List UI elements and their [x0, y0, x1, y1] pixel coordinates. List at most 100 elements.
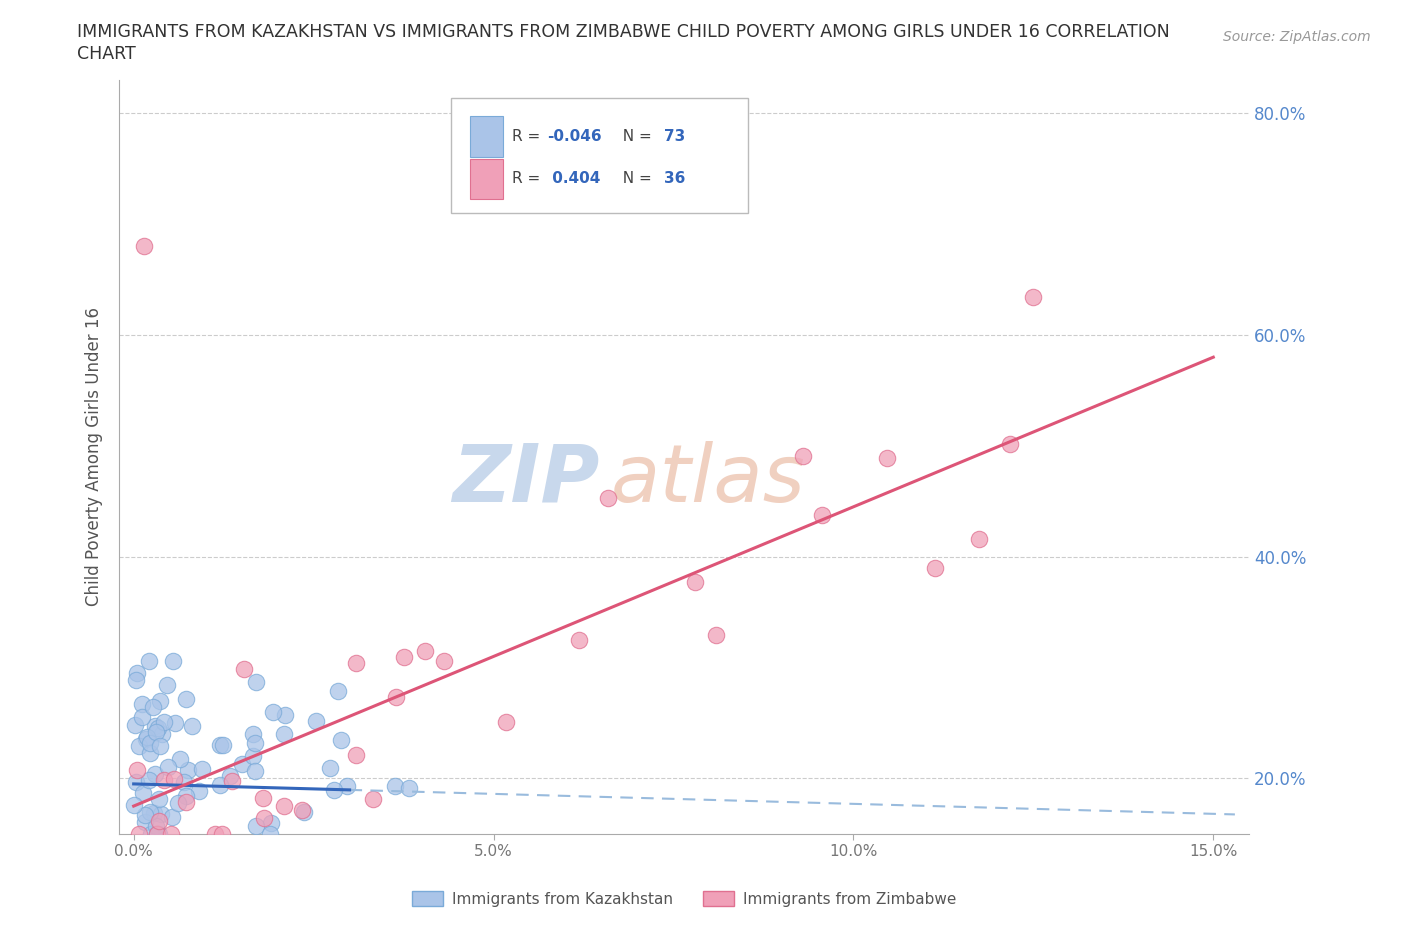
Text: Source: ZipAtlas.com: Source: ZipAtlas.com: [1223, 30, 1371, 44]
Point: [148, 814, 170, 829]
Text: N =: N =: [613, 129, 657, 144]
Point: [134, 239, 156, 254]
Point: [242, 749, 264, 764]
Point: [136, 730, 159, 745]
Point: [149, 694, 172, 709]
Point: [273, 727, 295, 742]
Text: R =: R =: [512, 171, 546, 186]
Point: [243, 736, 266, 751]
Point: [998, 437, 1021, 452]
Point: [361, 791, 384, 806]
Point: [125, 672, 148, 687]
Point: [132, 786, 155, 801]
Point: [260, 816, 283, 830]
Point: [176, 692, 198, 707]
Point: [683, 574, 706, 589]
Point: [141, 699, 163, 714]
Point: [139, 827, 162, 842]
Point: [336, 778, 359, 793]
Point: [323, 782, 346, 797]
Point: [138, 772, 160, 787]
Point: [204, 827, 226, 842]
Point: [245, 764, 267, 778]
Point: [128, 827, 150, 842]
Point: [159, 827, 181, 842]
Point: [188, 783, 211, 798]
Point: [231, 756, 253, 771]
Point: [143, 719, 166, 734]
Point: [242, 726, 264, 741]
Point: [245, 674, 267, 689]
Point: [219, 769, 242, 784]
Point: [208, 777, 231, 792]
Point: [495, 715, 517, 730]
Point: [273, 708, 295, 723]
Point: [146, 721, 169, 736]
Point: [177, 763, 200, 777]
Point: [143, 805, 166, 820]
Point: [162, 654, 184, 669]
Point: [209, 737, 232, 752]
Point: [326, 684, 349, 698]
Point: [150, 726, 173, 741]
Point: [131, 697, 153, 711]
Point: [292, 804, 315, 819]
Point: [924, 561, 946, 576]
Point: [156, 760, 179, 775]
Text: 73: 73: [664, 129, 685, 144]
Point: [876, 451, 898, 466]
Point: [568, 632, 591, 647]
Point: [211, 738, 233, 753]
Point: [811, 508, 834, 523]
Point: [131, 710, 153, 724]
Point: [259, 827, 281, 842]
Point: [163, 715, 186, 730]
Point: [596, 491, 619, 506]
Point: [329, 733, 352, 748]
Point: [125, 666, 148, 681]
Point: [138, 654, 160, 669]
Point: [146, 827, 169, 842]
Point: [433, 654, 456, 669]
Point: [252, 790, 274, 805]
Text: -0.046: -0.046: [547, 129, 602, 144]
Point: [125, 775, 148, 790]
Point: [305, 713, 328, 728]
Point: [344, 656, 367, 671]
Point: [384, 778, 406, 793]
Point: [291, 803, 314, 817]
Point: [125, 763, 148, 777]
Point: [135, 731, 157, 746]
Point: [169, 751, 191, 766]
Point: [148, 792, 170, 807]
Text: N =: N =: [613, 171, 657, 186]
Point: [252, 810, 274, 825]
Point: [160, 810, 183, 825]
Point: [139, 736, 162, 751]
Point: [153, 714, 176, 729]
Point: [124, 717, 146, 732]
Point: [273, 798, 295, 813]
Point: [262, 705, 284, 720]
Text: 0.404: 0.404: [547, 171, 600, 186]
Text: CHART: CHART: [77, 45, 136, 62]
Point: [398, 781, 420, 796]
Point: [174, 789, 197, 804]
Point: [385, 689, 408, 704]
Text: 36: 36: [664, 171, 685, 186]
Point: [146, 827, 169, 842]
Point: [153, 773, 176, 788]
Y-axis label: Child Poverty Among Girls Under 16: Child Poverty Among Girls Under 16: [86, 308, 103, 606]
Point: [1021, 290, 1043, 305]
Point: [245, 818, 267, 833]
Point: [134, 815, 156, 830]
Point: [174, 794, 197, 809]
Point: [122, 798, 145, 813]
Point: [319, 761, 342, 776]
Point: [413, 644, 436, 658]
Point: [392, 650, 415, 665]
Point: [163, 772, 186, 787]
Point: [221, 774, 243, 789]
Legend: Immigrants from Kazakhstan, Immigrants from Zimbabwe: Immigrants from Kazakhstan, Immigrants f…: [406, 884, 963, 913]
Point: [150, 807, 173, 822]
